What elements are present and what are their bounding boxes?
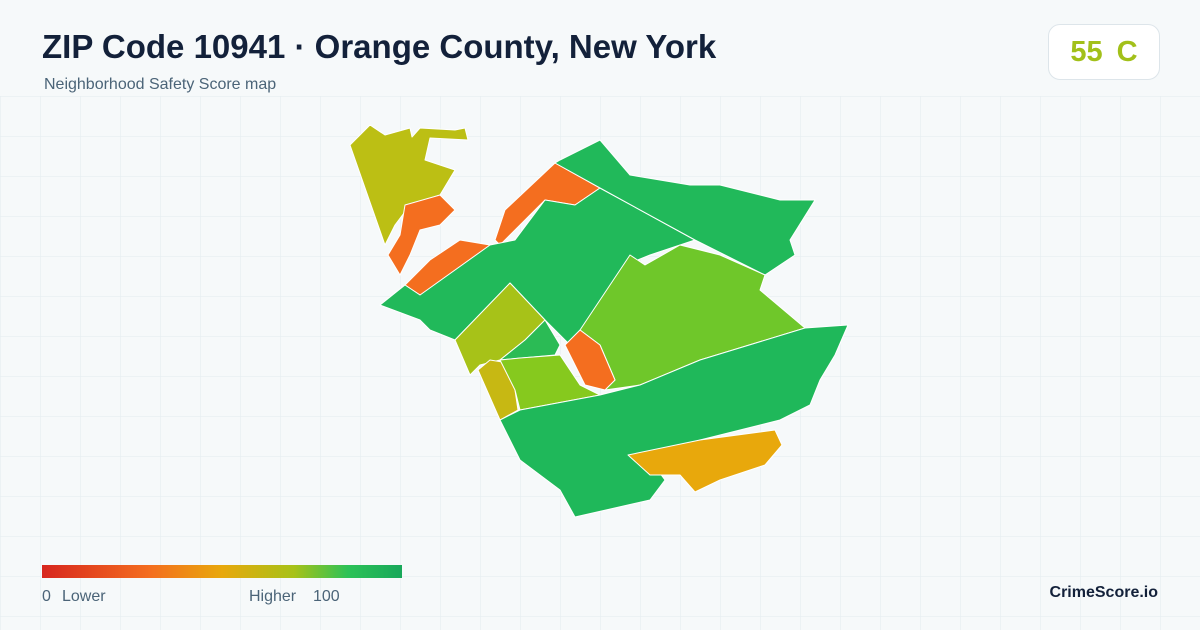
score-badge: 55 C [1048,24,1160,80]
region [564,329,616,391]
region [499,319,561,361]
legend-max-label: Higher [249,588,297,605]
region [387,194,456,276]
score-grade: C [1116,35,1138,68]
legend-min: 0 [42,588,51,605]
regions [349,124,849,518]
region [554,139,816,276]
subtitle: Neighborhood Safety Score map [44,76,277,93]
legend-gradient [42,565,402,578]
brand: CrimeScore.io [1049,584,1158,601]
title: ZIP Code 10941 · Orange County, New York [42,28,717,65]
region [627,429,783,493]
region [379,187,696,346]
region [499,354,601,411]
legend-min-label: Lower [62,588,106,605]
region [499,324,849,518]
legend-max: 100 [313,588,340,605]
score-value: 55 [1070,35,1103,68]
